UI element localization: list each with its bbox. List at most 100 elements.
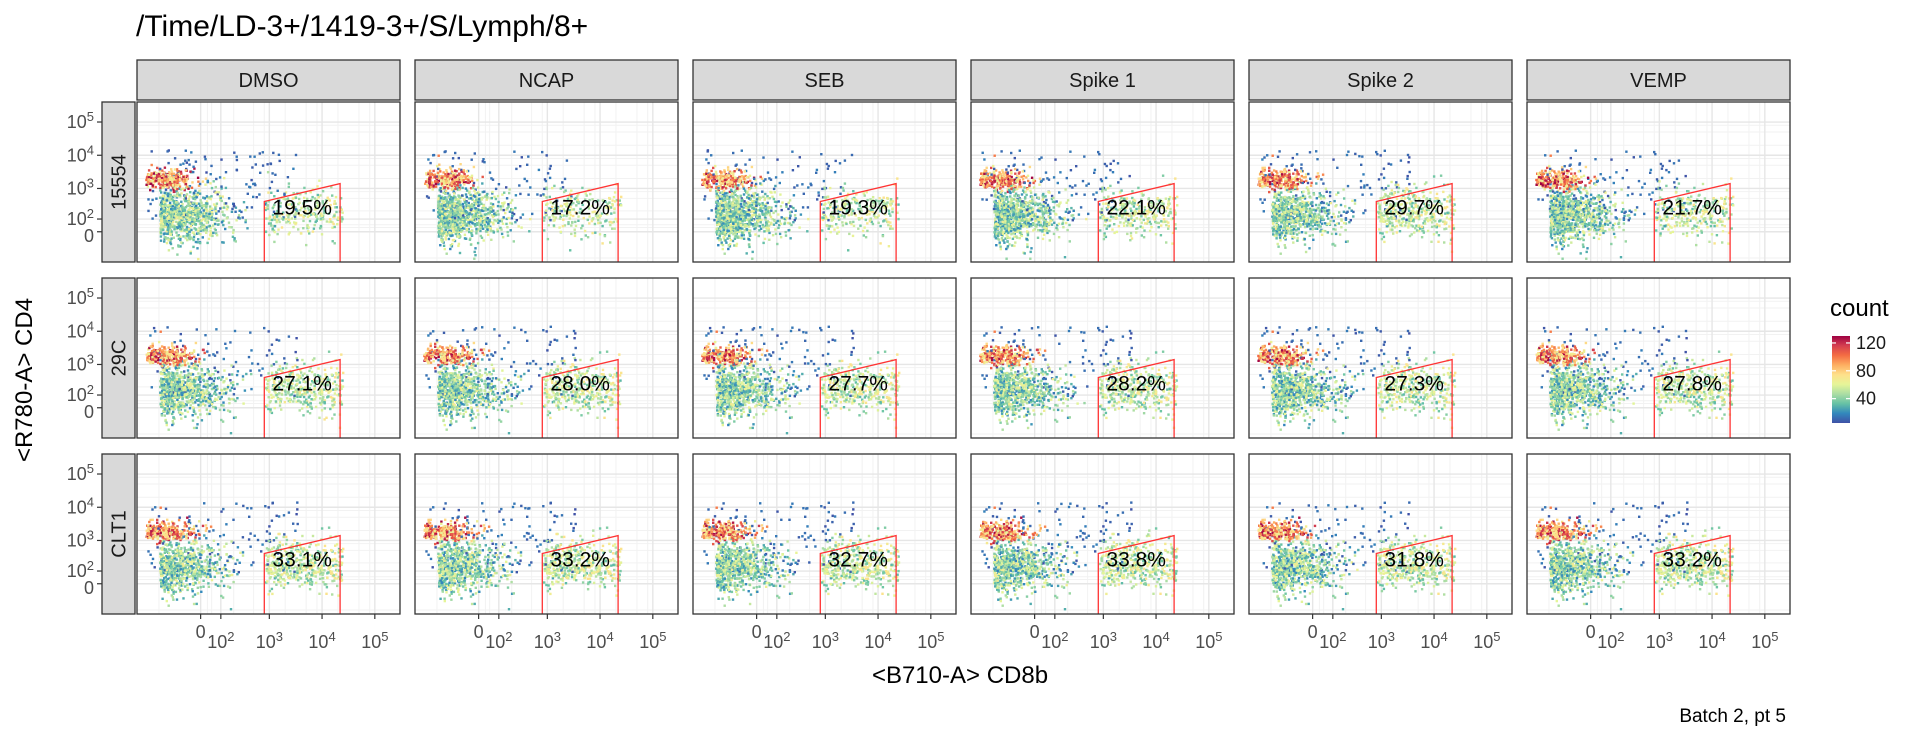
density-cell (589, 192, 592, 196)
density-cell (787, 229, 790, 232)
density-cell (160, 178, 164, 182)
density-cell (220, 158, 223, 161)
density-cell (577, 219, 580, 222)
density-cell (725, 184, 728, 188)
density-cell (336, 223, 339, 226)
density-cell (734, 218, 738, 222)
density-cell (151, 185, 154, 189)
density-cell (741, 220, 744, 223)
density-cell (252, 195, 255, 199)
density-cell (187, 211, 191, 215)
density-cell (459, 215, 462, 218)
density-cell (519, 216, 522, 219)
density-cell (187, 204, 190, 208)
density-cell (561, 181, 564, 184)
density-cell (764, 178, 767, 181)
density-cell (725, 175, 728, 178)
density-cell (449, 244, 452, 247)
density-cell (1030, 247, 1033, 250)
density-cell (266, 207, 269, 211)
density-cell (180, 221, 183, 224)
density-cell (209, 226, 213, 229)
density-cell (175, 175, 178, 178)
density-cell (191, 181, 194, 184)
density-cell (325, 205, 328, 208)
density-cell (188, 163, 191, 166)
density-cell (462, 205, 465, 208)
density-cell (166, 212, 169, 216)
density-cell (450, 208, 453, 211)
density-cell (175, 190, 178, 193)
density-cell (897, 217, 900, 221)
density-cell (333, 199, 336, 203)
density-cell (204, 158, 207, 161)
density-cell (195, 195, 199, 198)
density-cell (271, 172, 274, 175)
density-cell (179, 163, 182, 166)
density-cell (215, 202, 219, 205)
density-cell (738, 180, 741, 183)
density-cell (192, 217, 195, 220)
density-cell (319, 214, 322, 217)
density-cell (752, 207, 756, 210)
density-cell (467, 178, 470, 181)
density-cell (166, 150, 169, 153)
density-cell (238, 209, 241, 212)
density-cell (341, 217, 344, 221)
density-cell (253, 155, 256, 158)
density-cell (201, 236, 204, 239)
density-cell (597, 221, 600, 225)
density-cell (284, 191, 288, 194)
density-cell (168, 201, 172, 205)
density-cell (580, 227, 583, 230)
density-cell (316, 193, 319, 197)
density-cell (464, 237, 468, 240)
density-cell (171, 172, 174, 176)
density-cell (469, 197, 473, 200)
density-cell (434, 175, 437, 178)
density-cell (462, 223, 465, 227)
density-cell (465, 224, 468, 227)
density-cell (489, 202, 493, 205)
column-strip-ncap (414, 59, 679, 101)
density-cell (162, 212, 165, 216)
density-cell (841, 186, 845, 190)
density-cell (440, 204, 443, 208)
density-cell (454, 151, 457, 155)
density-cell (753, 177, 756, 180)
density-cell (712, 176, 716, 180)
density-cell (194, 160, 198, 163)
density-cell (506, 234, 510, 237)
density-cell (203, 197, 206, 200)
density-cell (453, 212, 456, 216)
density-cell (756, 215, 759, 219)
density-cell (328, 199, 331, 202)
density-cell (444, 228, 447, 232)
density-cell (163, 236, 166, 239)
density-cell (312, 227, 316, 230)
density-cell (1014, 172, 1017, 175)
column-strip-label: Spike 2 (1347, 70, 1414, 92)
density-cell (725, 214, 728, 217)
density-cell (485, 225, 488, 228)
density-cell (729, 180, 732, 183)
density-cell (315, 205, 318, 208)
density-cell (717, 187, 720, 190)
density-cell (739, 169, 743, 172)
density-cell (169, 215, 172, 218)
density-cell (203, 211, 206, 214)
density-cell (449, 211, 452, 214)
density-cell (470, 231, 473, 235)
density-cell (561, 225, 565, 228)
density-cell (1017, 185, 1020, 188)
panel-15554-seb: 19.3% (692, 101, 957, 263)
density-cell (503, 191, 506, 194)
density-cell (821, 187, 824, 191)
density-cell (156, 175, 159, 178)
density-cell (459, 225, 462, 229)
density-cell (167, 196, 170, 199)
density-cell (250, 178, 253, 182)
density-cell (569, 249, 572, 252)
density-cell (194, 228, 198, 231)
density-cell (449, 198, 452, 201)
